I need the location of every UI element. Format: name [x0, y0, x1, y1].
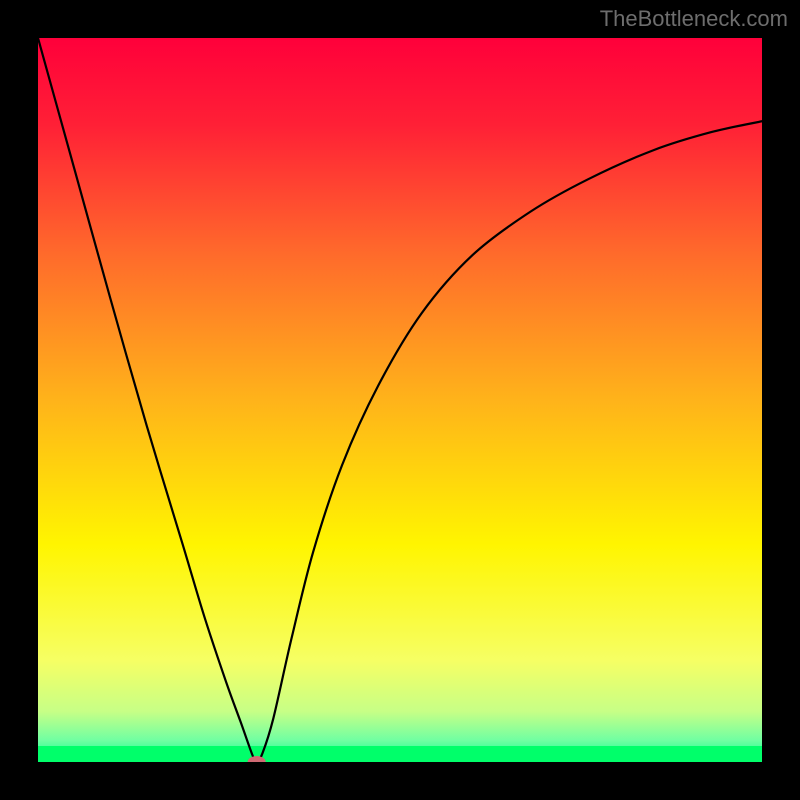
plot-area	[38, 38, 762, 762]
bottleneck-curve	[38, 38, 762, 762]
chart-stage: TheBottleneck.com	[0, 0, 800, 800]
watermark-text: TheBottleneck.com	[600, 6, 788, 32]
curve-layer	[38, 38, 762, 762]
minimum-marker	[248, 756, 266, 762]
